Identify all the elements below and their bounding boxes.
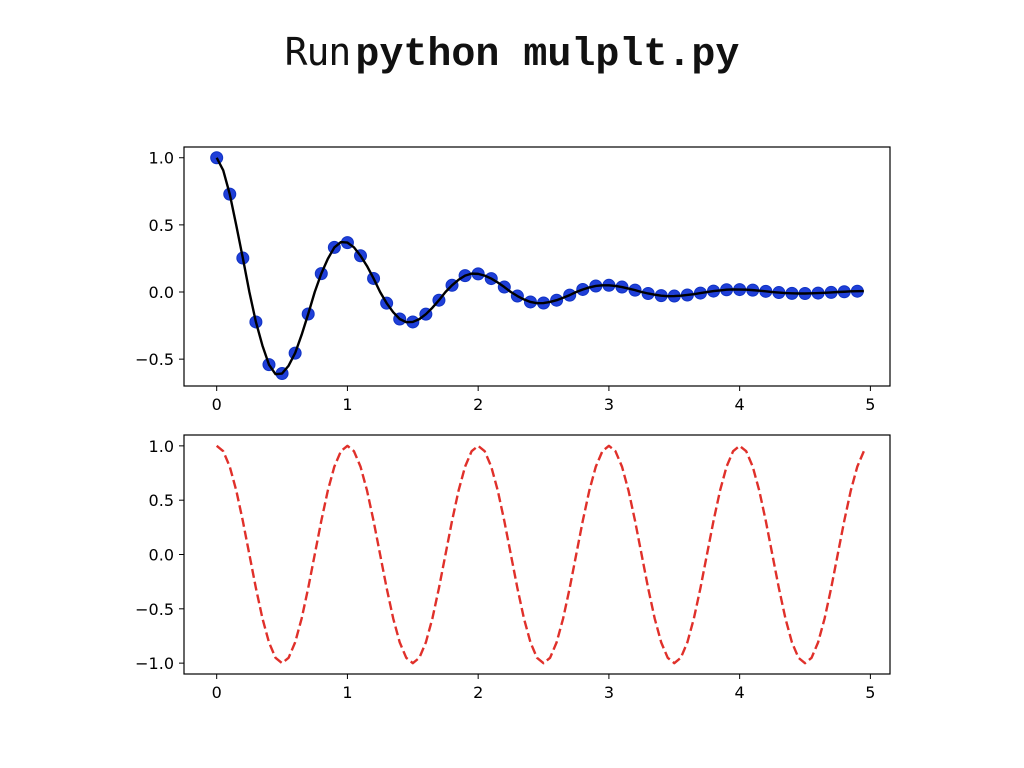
bottom-y-tick-label: −0.5 [135, 600, 174, 619]
top-x-tick-label: 0 [212, 395, 222, 414]
top-x-tick-label: 2 [473, 395, 483, 414]
bottom-x-tick-label: 2 [473, 683, 483, 702]
top-y-tick-label: −0.5 [135, 350, 174, 369]
bottom-y-tick-label: −1.0 [135, 654, 174, 673]
bottom-axes-frame [183, 434, 891, 675]
title-command: python mulplt.py [355, 33, 740, 78]
bottom-x-tick-label: 3 [604, 683, 614, 702]
bottom-x-tick-label: 5 [865, 683, 875, 702]
top-damped-line [215, 157, 864, 376]
top-x-tick-label: 5 [865, 395, 875, 414]
bottom-x-tick-label: 4 [735, 683, 745, 702]
top-x-tick-label: 1 [342, 395, 352, 414]
page-title: Run python mulplt.py [0, 30, 1024, 78]
top-x-tick-label: 3 [604, 395, 614, 414]
top-y-tick-label: 0.0 [149, 283, 174, 302]
bottom-y-tick-label: 1.0 [149, 437, 174, 456]
top-x-tick-label: 4 [735, 395, 745, 414]
bottom-y-tick-label: 0.5 [149, 491, 174, 510]
cosine-subplot: 0 1 2 3 4 5 −1.0 −0.5 0.0 0.5 1.0 [135, 434, 891, 702]
bottom-x-tick-label: 1 [342, 683, 352, 702]
damped-cosine-subplot: 0 1 2 3 4 5 −0.5 0.0 0.5 1.0 [135, 146, 891, 414]
top-y-tick-label: 0.5 [149, 216, 174, 235]
top-y-tick-label: 1.0 [149, 149, 174, 168]
title-prefix: Run [284, 30, 352, 74]
bottom-cosine-line [215, 444, 865, 665]
top-axes-frame [183, 146, 891, 387]
bottom-x-tick-label: 0 [212, 683, 222, 702]
bottom-y-tick-label: 0.0 [149, 546, 174, 565]
